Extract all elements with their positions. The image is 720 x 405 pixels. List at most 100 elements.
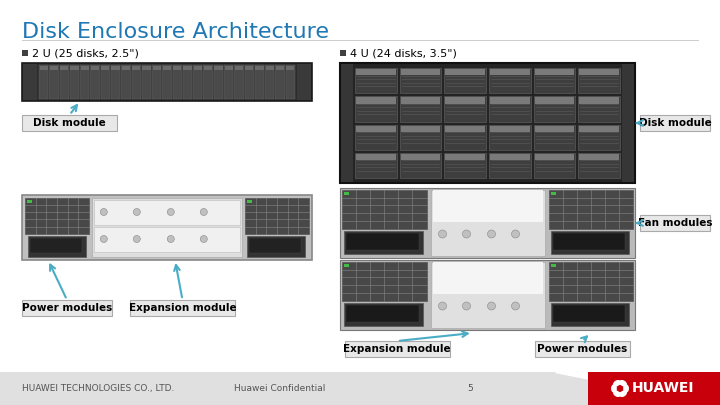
Bar [276,65,284,99]
Bar [224,65,233,99]
Bar [355,68,397,93]
Bar [215,66,222,70]
Bar [490,126,530,132]
Bar [249,238,301,253]
Bar [400,97,441,104]
Ellipse shape [511,302,520,310]
Ellipse shape [462,302,470,310]
Bar [112,66,120,70]
FancyBboxPatch shape [551,230,629,254]
Bar [431,262,544,328]
FancyBboxPatch shape [130,300,235,316]
Bar [580,126,619,132]
Bar [194,66,202,70]
Bar [173,66,181,70]
Bar [490,154,530,160]
Text: HUAWEI: HUAWEI [632,382,695,396]
Bar [552,305,625,322]
Text: Expansion module: Expansion module [343,344,451,354]
Bar [22,63,312,101]
Bar [22,195,312,260]
Bar [102,66,109,70]
Text: Disk module: Disk module [639,118,711,128]
Bar [111,65,120,99]
Bar [81,66,89,70]
Ellipse shape [620,381,626,386]
Bar [266,66,274,70]
Bar [400,153,441,178]
FancyBboxPatch shape [22,300,112,316]
Bar [173,65,182,99]
Bar [245,66,253,70]
Bar [356,126,396,132]
Bar [400,68,441,93]
Bar [184,66,192,70]
Bar [235,66,243,70]
Bar [71,66,78,70]
Bar [578,68,620,93]
FancyBboxPatch shape [551,303,629,326]
Bar [400,96,441,122]
Bar [444,68,486,93]
Bar [22,50,28,56]
Bar [578,96,620,122]
Bar [535,69,575,75]
Text: 5: 5 [467,384,473,393]
Text: 2 U (25 disks, 2.5"): 2 U (25 disks, 2.5") [32,48,139,58]
Bar [204,66,212,70]
Text: Huawei Confidential: Huawei Confidential [234,384,325,393]
Ellipse shape [462,230,470,238]
Bar [94,227,240,252]
FancyBboxPatch shape [344,230,423,254]
Bar [489,124,531,150]
Bar [247,200,252,203]
Bar [276,66,284,70]
Bar [225,66,233,70]
Bar [340,188,635,258]
Bar [246,198,309,234]
Bar [94,200,240,225]
Bar [214,65,223,99]
Bar [297,64,311,100]
Ellipse shape [200,235,207,243]
Bar [122,66,130,70]
Ellipse shape [100,209,107,215]
Bar [622,64,634,182]
FancyBboxPatch shape [247,236,305,257]
Bar [549,262,633,301]
Ellipse shape [613,391,620,396]
Ellipse shape [612,385,616,392]
Ellipse shape [624,385,629,392]
Bar [580,97,619,104]
Ellipse shape [167,209,174,215]
Bar [80,65,89,99]
FancyBboxPatch shape [535,341,630,357]
Text: 4 U (24 disks, 3.5"): 4 U (24 disks, 3.5") [350,48,457,58]
Bar [30,238,82,253]
Ellipse shape [620,391,626,396]
Bar [121,65,130,99]
Bar [287,66,294,70]
Bar [341,64,353,182]
Bar [355,96,397,122]
Ellipse shape [133,209,140,215]
Bar [446,126,485,132]
Bar [346,232,418,250]
Bar [346,305,418,322]
Bar [535,97,575,104]
Bar [489,96,531,122]
Text: Fan modules: Fan modules [638,218,712,228]
Ellipse shape [613,381,620,386]
Bar [578,124,620,150]
Bar [50,66,58,70]
Bar [340,260,635,330]
Bar [431,190,544,256]
Circle shape [618,386,623,391]
Bar [342,262,426,301]
Bar [489,153,531,178]
Bar [444,124,486,150]
Bar [60,66,68,70]
Bar [265,65,274,99]
FancyBboxPatch shape [28,236,86,257]
Bar [400,124,441,150]
